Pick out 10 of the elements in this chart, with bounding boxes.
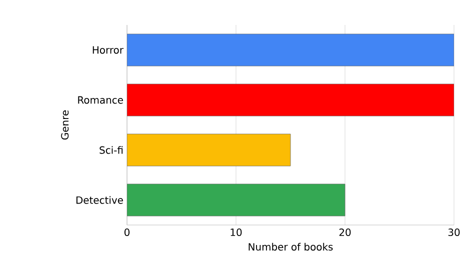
x-axis-title: Number of books xyxy=(248,242,333,251)
y-tick-label: Horror xyxy=(92,46,124,54)
y-tick-label: Detective xyxy=(76,196,123,204)
x-tick-label: 10 xyxy=(230,228,242,236)
x-tick-label: 0 xyxy=(124,228,130,236)
y-tick-label: Sci-fi xyxy=(100,146,123,154)
x-tick-label: 30 xyxy=(448,228,460,236)
y-tick-label: Romance xyxy=(78,96,123,104)
y-axis-title: Genre xyxy=(61,110,69,140)
x-tick-label: 20 xyxy=(339,228,351,236)
